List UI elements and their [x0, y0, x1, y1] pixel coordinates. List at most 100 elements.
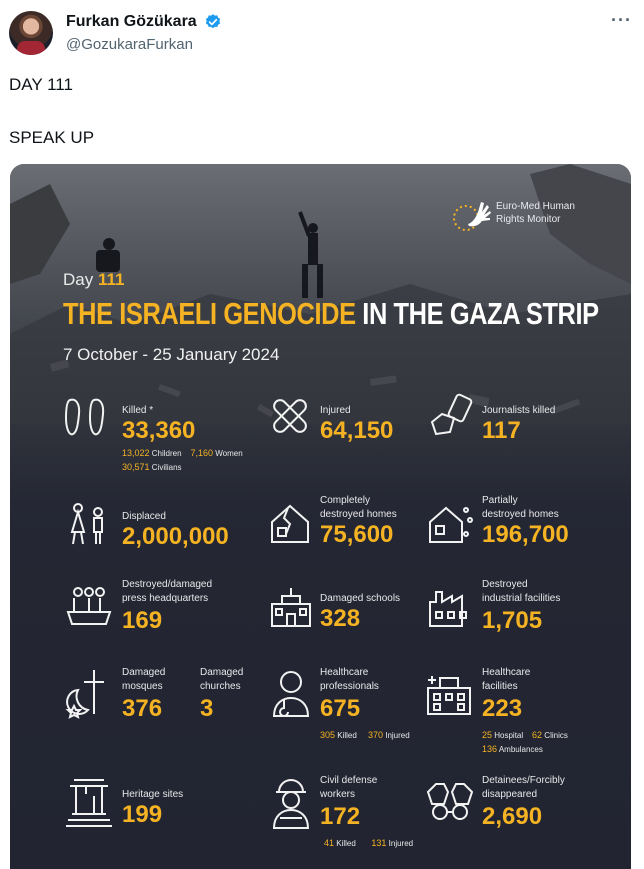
stat-breakdown: 25 Hospital 62 Clinics — [482, 730, 568, 740]
stat-industrial: Destroyed industrial facilities 1,705 — [482, 578, 560, 634]
stat-mosques: Damaged mosques 376 — [122, 666, 165, 722]
stat-heritage: Heritage sites 199 — [122, 788, 183, 828]
stat-value: 1,705 — [482, 607, 543, 634]
more-horizontal-icon[interactable]: ··· — [611, 10, 632, 30]
ambulances-count: 136 — [482, 744, 498, 754]
stat-label: destroyed homes — [320, 509, 397, 520]
stat-label: Healthcare — [320, 667, 369, 678]
stat-partial-homes: Partially destroyed homes 196,700 — [482, 494, 569, 548]
author-handle[interactable]: @GozukaraFurkan — [66, 36, 193, 53]
tweet-text-line: SPEAK UP — [9, 128, 95, 147]
stat-breakdown: 30,571 Civilians — [122, 462, 243, 472]
stat-label: Injured — [320, 405, 351, 416]
factory-icon — [426, 584, 474, 635]
stat-label: Destroyed — [482, 579, 528, 590]
stat-breakdown: 13,022 Children 7,160 Women — [122, 448, 243, 458]
stat-killed: Killed * 33,360 13,022 Children 7,160 Wo… — [122, 404, 243, 472]
stat-value: 33,360 — [122, 417, 196, 444]
stat-label: mosques — [122, 681, 163, 692]
stat-label: Damaged — [200, 667, 244, 678]
stat-label: Destroyed/damaged — [122, 579, 213, 590]
ambulances-label: Ambulances — [498, 745, 543, 754]
euro-med-logo-icon — [453, 202, 491, 231]
day-label: Day 111 — [63, 270, 124, 290]
stat-label: Damaged — [122, 667, 166, 678]
stat-label: Completely — [320, 495, 371, 506]
stat-breakdown: 305 Killed 370 Injured — [320, 730, 410, 740]
injured-label: Injured — [388, 839, 414, 848]
injured-count: 370 — [367, 730, 383, 740]
tweet-text-line: DAY 111 — [9, 75, 73, 94]
children-count: 13,022 — [122, 448, 150, 458]
stat-destroyed-homes: Completely destroyed homes 75,600 — [320, 494, 397, 548]
stat-label: destroyed homes — [482, 509, 559, 520]
stat-value: 172 — [320, 803, 361, 830]
civilians-count: 30,571 — [122, 462, 150, 472]
press-hand-icon — [428, 392, 476, 443]
crescent-cross-icon — [64, 666, 114, 725]
org-name: Euro-Med Human Rights Monitor — [496, 201, 575, 225]
stat-detainees: Detainees/Forcibly disappeared 2,690 — [482, 774, 565, 830]
hospital-icon — [424, 670, 474, 723]
women-count: 7,160 — [190, 448, 213, 458]
displaced-family-icon — [66, 500, 112, 553]
stat-label: workers — [320, 789, 356, 800]
stat-journalists: Journalists killed 117 — [482, 404, 555, 444]
hospital-label: Hospital — [494, 731, 524, 740]
killed-label: Killed — [336, 839, 356, 848]
heritage-ruins-icon — [64, 776, 114, 835]
stat-label: Healthcare — [482, 667, 531, 678]
stat-label: press headquarters — [122, 593, 209, 604]
press-building-icon — [64, 584, 114, 635]
avatar[interactable] — [9, 11, 53, 55]
day-number: 111 — [97, 270, 125, 289]
day-prefix: Day — [63, 270, 94, 289]
school-icon — [268, 584, 314, 635]
verified-badge-icon — [205, 14, 221, 29]
stat-value: 75,600 — [320, 521, 394, 548]
stat-value: 675 — [320, 695, 361, 722]
rubble-background — [10, 164, 631, 564]
injured-count: 131 — [371, 838, 387, 848]
stat-value: 2,000,000 — [122, 523, 229, 550]
doctor-icon — [268, 666, 314, 725]
handcuffed-hands-icon — [424, 778, 476, 833]
stat-value: 2,690 — [482, 803, 543, 830]
hospital-count: 25 — [482, 730, 493, 740]
stat-breakdown: 136 Ambulances — [482, 744, 568, 754]
bandage-icon — [266, 392, 314, 445]
tweet-media-image[interactable]: Euro-Med Human Rights Monitor Day 111 TH… — [10, 164, 631, 869]
stat-health-fac: Healthcare facilities 223 25 Hospital 62… — [482, 666, 568, 754]
clinics-label: Clinics — [544, 731, 568, 740]
civilians-label: Civilians — [151, 463, 182, 472]
stat-label: Displaced — [122, 511, 166, 522]
stat-label: Heritage sites — [122, 789, 184, 800]
clinics-count: 62 — [532, 730, 543, 740]
stat-label: Damaged schools — [320, 593, 401, 604]
stat-label: facilities — [482, 681, 518, 692]
injured-label: Injured — [385, 731, 410, 740]
women-label: Women — [215, 449, 243, 458]
title-highlight: THE ISRAELI GENOCIDE — [63, 296, 356, 331]
killed-count: 41 — [324, 838, 335, 848]
stat-injured: Injured 64,150 — [320, 404, 393, 444]
stat-label: Journalists killed — [482, 405, 556, 416]
tweet-header: Furkan Gözükara @GozukaraFurkan ··· — [0, 0, 644, 62]
stat-schools: Damaged schools 328 — [320, 592, 400, 632]
stat-value: 223 — [482, 695, 523, 722]
stat-value: 169 — [122, 607, 163, 634]
date-range: 7 October - 25 January 2024 — [63, 345, 280, 364]
civil-defense-worker-icon — [268, 776, 314, 835]
author-name[interactable]: Furkan Gözükara — [66, 13, 197, 30]
stat-churches: Damaged churches 3 — [200, 666, 243, 722]
destroyed-house-icon — [268, 500, 312, 551]
stat-health-pro: Healthcare professionals 675 305 Killed … — [320, 666, 410, 740]
stat-label: professionals — [320, 681, 379, 692]
stat-displaced: Displaced 2,000,000 — [122, 510, 229, 550]
stat-civil: Civil defense workers 172 41 Killed 131 … — [320, 774, 413, 848]
stat-value: 328 — [320, 605, 361, 632]
stat-label: disappeared — [482, 789, 538, 800]
stat-value: 64,150 — [320, 417, 394, 444]
stat-breakdown: 41 Killed 131 Injured — [320, 838, 413, 848]
stat-value: 3 — [200, 695, 214, 722]
